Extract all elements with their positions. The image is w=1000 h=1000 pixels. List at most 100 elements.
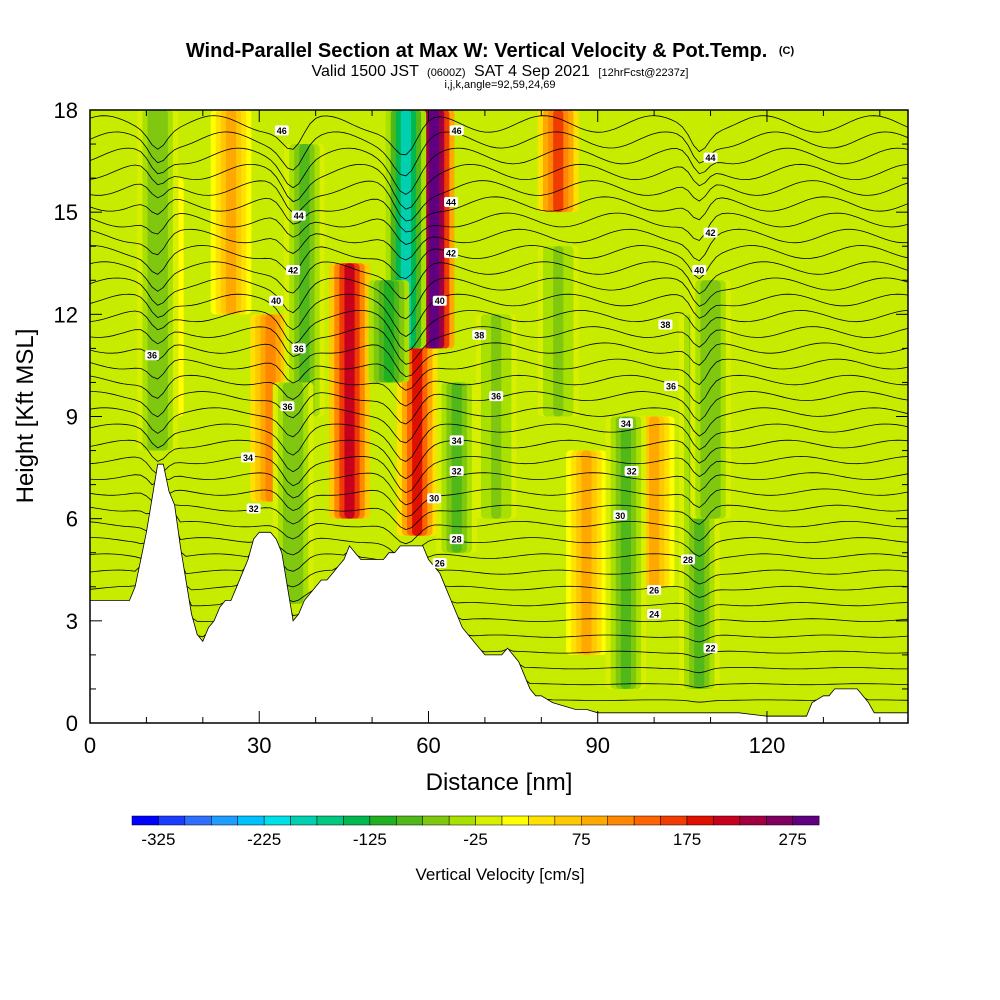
contour-label-bg: [286, 265, 301, 276]
colorbar-swatch: [369, 815, 397, 826]
theta-contour: [90, 484, 908, 518]
theta-contour: [90, 131, 908, 177]
contour-label: 44: [444, 196, 459, 207]
theta-contour: [90, 196, 908, 233]
velocity-cell: [553, 110, 564, 213]
theta-contour: [90, 439, 908, 480]
colorbar-tick-label: -225: [247, 830, 281, 849]
colorbar-swatch: [158, 815, 186, 826]
colorbar-swatch: [396, 815, 423, 826]
contour-label: 30: [427, 493, 442, 504]
velocity-cell: [344, 263, 355, 519]
contour-label: 28: [680, 554, 695, 565]
y-tick-label: 6: [66, 507, 78, 532]
contour-label-text: 42: [446, 249, 456, 259]
colorbar: -325 -225 -125 -25 75 175 275: [131, 815, 820, 849]
contour-label-bg: [145, 350, 160, 361]
contour-label-text: 34: [452, 436, 462, 446]
velocity-cell: [429, 110, 440, 349]
theta-contour: [90, 526, 908, 603]
x-tick-label: 30: [247, 733, 271, 758]
contour-label-text: 46: [277, 126, 287, 136]
contour-label-text: 30: [615, 511, 625, 521]
contour-label: 32: [246, 503, 261, 514]
subtitle-date: SAT 4 Sep 2021: [474, 63, 590, 80]
colorbar-tick-label: 275: [779, 830, 807, 849]
contour-label: 44: [703, 152, 718, 163]
velocity-cell: [225, 110, 237, 315]
contour-label-text: 36: [491, 392, 501, 402]
contour-label-text: 34: [621, 419, 631, 429]
theta-contour: [90, 455, 908, 494]
colorbar-tick-label: -325: [141, 830, 175, 849]
contour-label-bg: [647, 585, 662, 596]
colorbar-tick-label: -25: [463, 830, 488, 849]
theta-contour: [90, 491, 908, 531]
colorbar-swatch: [237, 815, 265, 826]
contour-label-text: 26: [649, 586, 659, 596]
contour-label-bg: [472, 329, 487, 340]
subtitle-valid: Valid 1500 JST: [312, 63, 420, 80]
x-tick-label: 90: [585, 733, 609, 758]
y-tick-label: 15: [54, 200, 78, 225]
contour-label: 32: [449, 465, 464, 476]
contour-label-text: 32: [627, 466, 637, 476]
colorbar-swatch: [501, 815, 529, 826]
downdraft-core: [284, 144, 325, 417]
contour-label-bg: [613, 510, 628, 521]
velocity-cell: [705, 280, 716, 519]
contour-label-text: 46: [452, 126, 462, 136]
theta-contour: [90, 515, 908, 572]
contour-label-bg: [291, 343, 306, 354]
velocity-cell: [288, 382, 299, 604]
contour-label: 28: [449, 534, 464, 545]
downdraft-core: [368, 280, 410, 383]
theta-contour: [90, 212, 908, 245]
contour-label: 30: [613, 510, 628, 521]
y-tick-label: 18: [54, 98, 78, 123]
contour-label-text: 40: [694, 266, 704, 276]
theta-contour: [90, 326, 908, 365]
contour-label-bg: [489, 391, 504, 402]
downdraft-core: [475, 314, 517, 519]
velocity-cell: [620, 416, 632, 689]
theta-contour: [90, 277, 908, 320]
theta-contour: [90, 147, 908, 195]
theta-contour: [90, 163, 908, 210]
contour-label-text: 40: [271, 296, 281, 306]
contour-label-text: 22: [706, 644, 716, 654]
theta-contour: [90, 508, 908, 560]
contour-label-bg: [269, 295, 284, 306]
chart-title: Wind-Parallel Section at Max W: Vertical…: [186, 40, 795, 62]
colorbar-tick-label: -125: [353, 830, 387, 849]
contour-label-bg: [624, 465, 639, 476]
contour-label: 46: [274, 125, 289, 136]
theta-contour: [90, 472, 908, 506]
theta-contour: [90, 500, 908, 545]
downdraft-core: [137, 110, 179, 451]
colorbar-swatch: [766, 815, 793, 826]
contour-label-text: 36: [666, 381, 676, 391]
colorbar-swatch: [448, 815, 476, 826]
contour-label-bg: [664, 380, 679, 391]
colorbar-swatch: [184, 815, 212, 826]
theta-contour: [90, 180, 908, 222]
contour-label-bg: [703, 227, 718, 238]
contour-label: 22: [703, 643, 718, 654]
contour-label: 36: [291, 343, 306, 354]
velocity-cell: [649, 416, 660, 587]
colorbar-swatch: [607, 815, 635, 826]
contour-label: 42: [444, 248, 459, 259]
contour-label-text: 34: [243, 453, 253, 463]
velocity-cell: [152, 110, 163, 451]
colorbar-swatch: [528, 815, 556, 826]
contour-label-bg: [246, 503, 261, 514]
contour-label-text: 42: [288, 266, 298, 276]
theta-contour: [90, 342, 908, 378]
contour-label-text: 36: [282, 402, 292, 412]
theta-contour: [90, 423, 908, 462]
colorbar-swatch: [554, 815, 582, 826]
contour-label: 40: [269, 295, 284, 306]
colorbar-swatch: [316, 815, 344, 826]
colorbar-swatch: [422, 815, 450, 826]
